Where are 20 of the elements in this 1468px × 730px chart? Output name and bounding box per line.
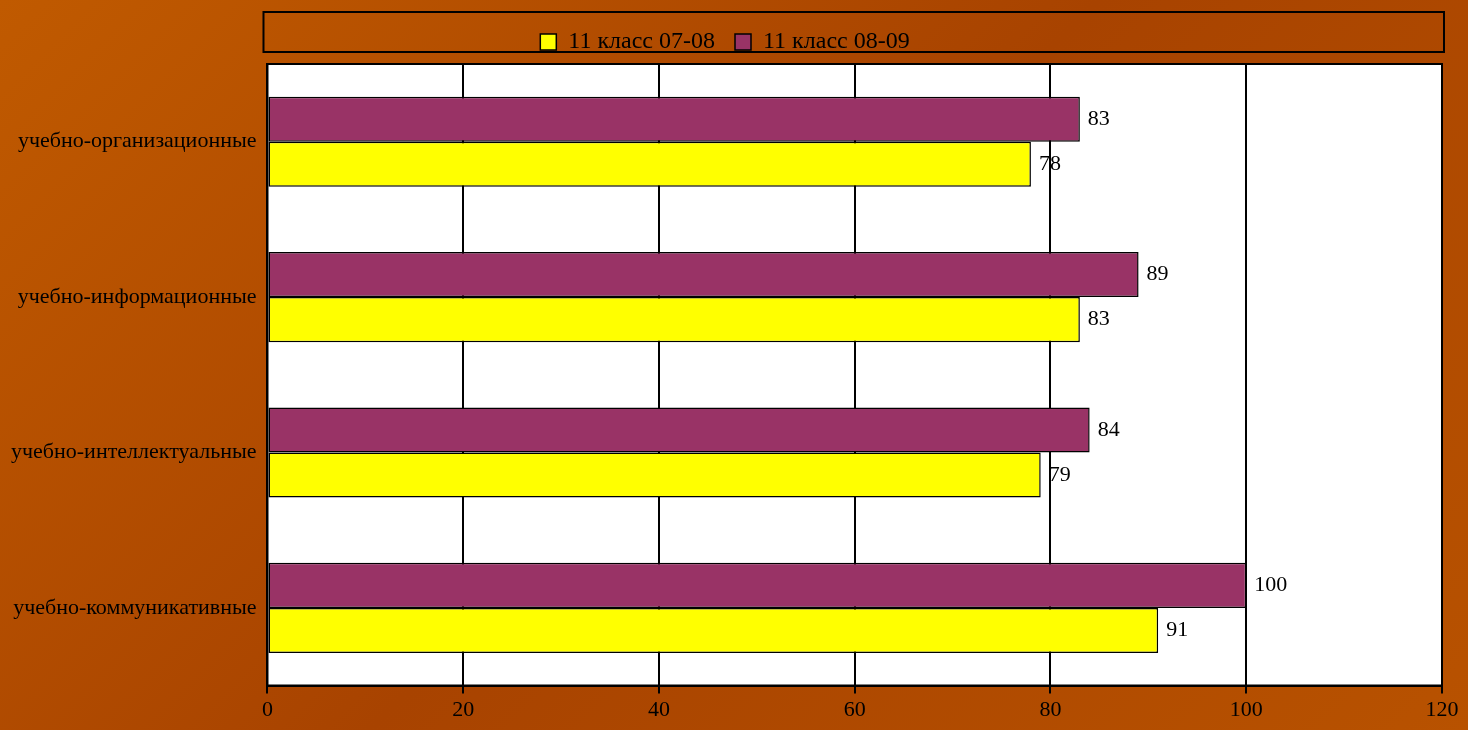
data-label: 83 (1087, 104, 1110, 130)
legend-label: 11 класс 07-08 (568, 27, 716, 54)
data-label: 100 (1254, 571, 1288, 597)
data-label: 89 (1146, 260, 1169, 286)
x-tick-label: 80 (1039, 695, 1062, 721)
data-label: 79 (1048, 460, 1071, 486)
x-tick-label: 60 (843, 695, 866, 721)
data-label: 91 (1166, 616, 1189, 642)
data-label: 84 (1097, 415, 1120, 441)
y-tick-label: учебно-информационные (17, 282, 257, 308)
x-tick-label: 40 (647, 695, 670, 721)
y-tick-label: учебно-организационные (17, 127, 257, 153)
x-tick-label: 0 (261, 695, 273, 721)
x-tick-label: 120 (1425, 695, 1459, 721)
y-tick-label: учебно-интеллектуальные (10, 438, 257, 464)
legend-label: 11 класс 08-09 (763, 27, 910, 54)
y-tick-label: учебно-коммуникативные (13, 593, 257, 619)
x-tick-label: 100 (1229, 695, 1263, 721)
x-tick-label: 20 (452, 695, 475, 721)
data-label: 83 (1087, 305, 1110, 331)
